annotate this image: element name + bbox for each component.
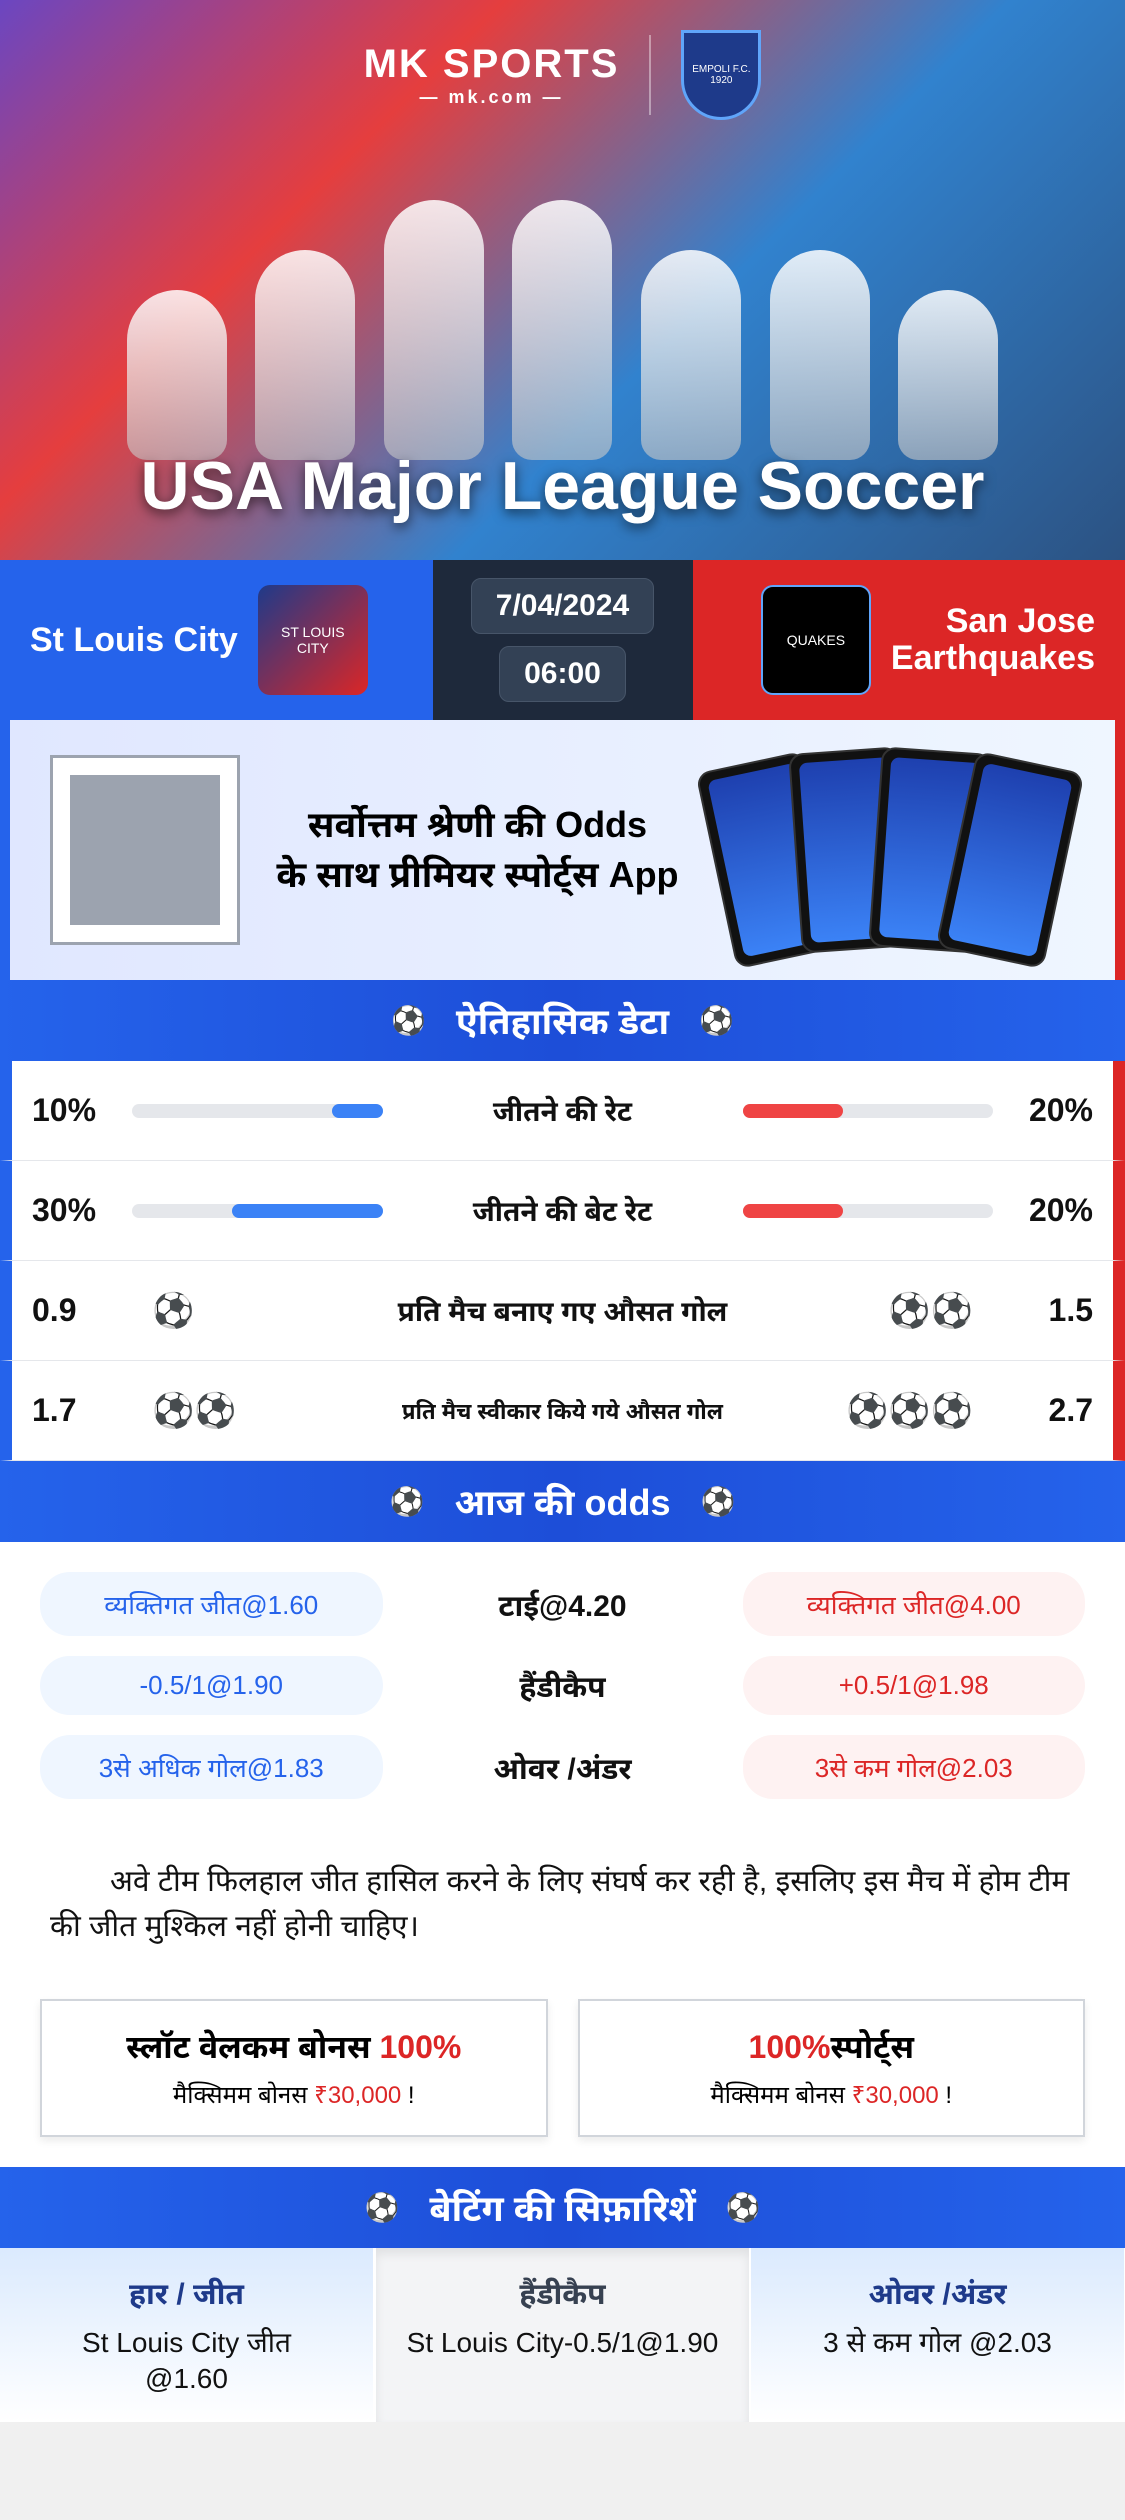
home-team-name: St Louis City [30, 621, 238, 660]
app-promo: सर्वोत्तम श्रेणी की Odds के साथ प्रीमियर… [0, 720, 1125, 980]
hero-logos: MK SPORTS — mk.com — EMPOLI F.C. 1920 [0, 0, 1125, 120]
soccer-ball-icon: ⚽ [390, 1485, 425, 1518]
stat-row: 0.9⚽प्रति मैच बनाए गए औसत गोल⚽⚽1.5 [0, 1261, 1125, 1361]
odds-home-chip[interactable]: -0.5/1@1.90 [40, 1656, 383, 1715]
stat-right-value: 20% [993, 1092, 1093, 1129]
soccer-ball-icon: ⚽ [364, 2191, 399, 2224]
recommendations-row: हार / जीत St Louis City जीत@1.60 हैंडीकैप S… [0, 2248, 1125, 2422]
soccer-ball-icon: ⚽ [699, 1004, 734, 1037]
bonus-card[interactable]: स्लॉट वेलकम बोनस 100% मैक्सिमम बोनस ₹30,0… [40, 1999, 548, 2137]
stat-right-value: 1.5 [993, 1292, 1093, 1329]
odds-row: व्यक्तिगत जीत@1.60 टाई@4.20 व्यक्तिगत जीत@… [40, 1572, 1085, 1636]
bonus-subtitle: मैक्सिमम बोनस ₹30,000 ! [66, 2078, 522, 2111]
stat-bar-left [132, 1204, 383, 1218]
hero-players-art [113, 160, 1013, 460]
recommendation-col[interactable]: हैंडीकैप St Louis City-0.5/1@1.90 [374, 2248, 751, 2422]
league-title: USA Major League Soccer [0, 447, 1125, 525]
bonus-title: स्लॉट वेलकम बोनस 100% [66, 2025, 522, 2068]
match-time: 06:00 [499, 646, 626, 702]
stat-bar-right [743, 1104, 994, 1118]
stat-left-value: 0.9 [32, 1292, 132, 1329]
stat-row: 30% जीतने की बेट रेट 20% [0, 1161, 1125, 1261]
stat-left-value: 30% [32, 1192, 132, 1229]
section-header-recs: ⚽ बेटिंग की सिफ़ारिशें ⚽ [0, 2167, 1125, 2248]
recommendation-col[interactable]: हार / जीत St Louis City जीत@1.60 [0, 2248, 374, 2422]
stat-icons-right: ⚽⚽⚽ [743, 1391, 994, 1431]
stat-label: जीतने की बेट रेट [383, 1192, 743, 1230]
odds-center-label: हैंडीकैप [423, 1665, 703, 1706]
home-team-logo: ST LOUIS CITY [258, 585, 368, 695]
away-team-panel: QUAKES San Jose Earthquakes [693, 560, 1125, 720]
promo-line1: सर्वोत्तम श्रेणी की Odds [270, 800, 685, 850]
section-header-odds: ⚽ आज की odds ⚽ [0, 1461, 1125, 1542]
stat-row: 1.7⚽⚽प्रति मैच स्वीकार किये गये औसत गोल⚽… [0, 1361, 1125, 1461]
brand-line1: MK SPORTS [364, 42, 620, 87]
bonus-subtitle: मैक्सिमम बोनस ₹30,000 ! [604, 2078, 1060, 2111]
rec-body: 3 से कम गोल @2.03 [767, 2325, 1108, 2361]
soccer-ball-icon: ⚽ [391, 1004, 426, 1037]
promo-text: सर्वोत्तम श्रेणी की Odds के साथ प्रीमियर… [270, 800, 685, 901]
stat-right-value: 20% [993, 1192, 1093, 1229]
odds-row: -0.5/1@1.90 हैंडीकैप +0.5/1@1.98 [40, 1656, 1085, 1715]
odds-center-label: ओवर /अंडर [423, 1747, 703, 1788]
odds-center-label: टाई@4.20 [423, 1584, 703, 1625]
match-bar: St Louis City ST LOUIS CITY 7/04/2024 06… [0, 560, 1125, 720]
stat-icons-right: ⚽⚽ [743, 1291, 994, 1331]
away-team-logo: QUAKES [761, 585, 871, 695]
qr-code[interactable] [50, 755, 240, 945]
section-title: ऐतिहासिक डेटा [456, 996, 669, 1045]
stat-icons-left: ⚽ [132, 1291, 383, 1331]
recommendation-col[interactable]: ओवर /अंडर 3 से कम गोल @2.03 [751, 2248, 1125, 2422]
match-datetime: 7/04/2024 06:00 [433, 560, 693, 720]
stat-label: प्रति मैच बनाए गए औसत गोल [383, 1292, 743, 1330]
phones-art [715, 740, 1075, 960]
soccer-ball-icon: ⚽ [726, 2191, 761, 2224]
partner-badge: EMPOLI F.C. 1920 [681, 30, 761, 120]
logo-divider [649, 35, 651, 115]
stat-label: जीतने की रेट [383, 1092, 743, 1130]
rec-heading: ओवर /अंडर [767, 2272, 1108, 2313]
odds-row: 3से अधिक गोल@1.83 ओवर /अंडर 3से कम गोल@2.0… [40, 1735, 1085, 1799]
stat-icons-left: ⚽⚽ [132, 1391, 383, 1431]
bonus-cards: स्लॉट वेलकम बोनस 100% मैक्सिमम बोनस ₹30,0… [0, 1979, 1125, 2167]
section-header-historical: ⚽ ऐतिहासिक डेटा ⚽ [0, 980, 1125, 1061]
stat-label: प्रति मैच स्वीकार किये गये औसत गोल [383, 1396, 743, 1426]
rec-body: St Louis City जीत@1.60 [16, 2325, 357, 2398]
brand-line2: — mk.com — [419, 87, 563, 108]
away-team-name: San Jose Earthquakes [891, 603, 1095, 678]
section-title: बेटिंग की सिफ़ारिशें [429, 2183, 695, 2232]
stat-bar-right [743, 1204, 994, 1218]
odds-away-chip[interactable]: व्यक्तिगत जीत@4.00 [743, 1572, 1086, 1636]
section-title: आज की odds [454, 1477, 670, 1526]
historical-stats: 10% जीतने की रेट 20% 30% जीतने की बेट रेट 20%… [0, 1061, 1125, 1461]
rec-body: St Louis City-0.5/1@1.90 [392, 2325, 733, 2361]
odds-away-chip[interactable]: 3से कम गोल@2.03 [743, 1735, 1086, 1799]
hero-banner: MK SPORTS — mk.com — EMPOLI F.C. 1920 US… [0, 0, 1125, 560]
rec-heading: हैंडीकैप [392, 2272, 733, 2313]
odds-away-chip[interactable]: +0.5/1@1.98 [743, 1656, 1086, 1715]
bonus-card[interactable]: 100%स्पोर्ट्स मैक्सिमम बोनस ₹30,000 ! [578, 1999, 1086, 2137]
odds-table: व्यक्तिगत जीत@1.60 टाई@4.20 व्यक्तिगत जीत@… [0, 1542, 1125, 1829]
stat-row: 10% जीतने की रेट 20% [0, 1061, 1125, 1161]
stat-left-value: 1.7 [32, 1392, 132, 1429]
analysis-text: अवे टीम फिलहाल जीत हासिल करने के लिए संघ… [0, 1829, 1125, 1979]
bonus-title: 100%स्पोर्ट्स [604, 2025, 1060, 2068]
match-date: 7/04/2024 [471, 578, 654, 634]
home-team-panel: St Louis City ST LOUIS CITY [0, 560, 433, 720]
brand-logo: MK SPORTS — mk.com — [364, 42, 620, 108]
stat-left-value: 10% [32, 1092, 132, 1129]
stat-bar-left [132, 1104, 383, 1118]
rec-heading: हार / जीत [16, 2272, 357, 2313]
odds-home-chip[interactable]: 3से अधिक गोल@1.83 [40, 1735, 383, 1799]
soccer-ball-icon: ⚽ [701, 1485, 736, 1518]
stat-right-value: 2.7 [993, 1392, 1093, 1429]
odds-home-chip[interactable]: व्यक्तिगत जीत@1.60 [40, 1572, 383, 1636]
promo-line2: के साथ प्रीमियर स्पोर्ट्स App [270, 850, 685, 900]
